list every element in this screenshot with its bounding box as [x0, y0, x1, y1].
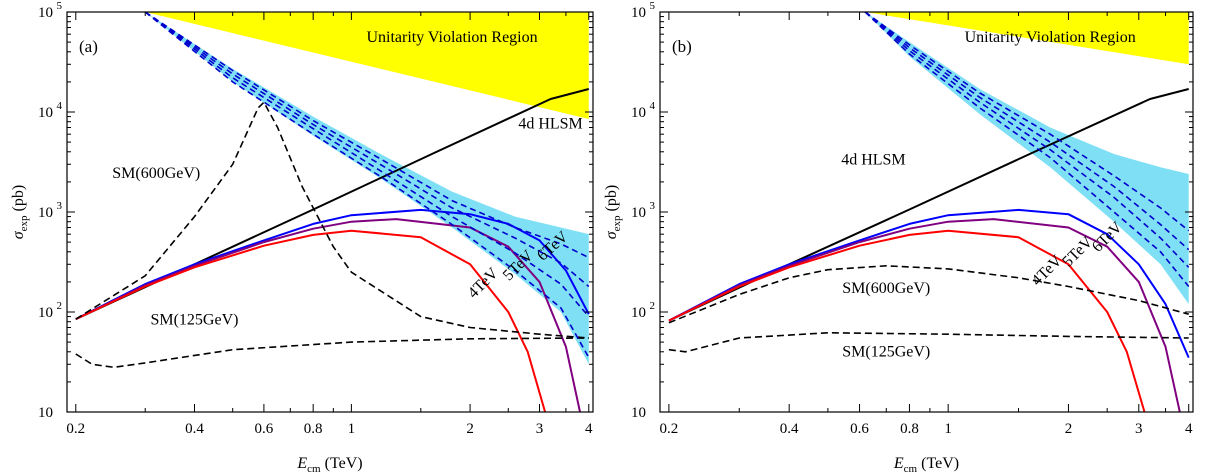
x-tick-label: 0.8 — [900, 421, 919, 437]
y-axis-label-subscript: exp — [611, 215, 623, 231]
series-band-7 — [864, 12, 1190, 251]
y-tick-exponent: 4 — [57, 100, 63, 112]
y-axis-label: σexp (pb) — [603, 185, 623, 239]
y-axis-label-subscript: exp — [18, 215, 30, 231]
y-tick-label: 10 — [38, 105, 53, 121]
x-tick-label: 0.4 — [185, 421, 204, 437]
y-tick-label: 10 — [631, 405, 646, 421]
x-axis-label-subscript: cm — [307, 463, 321, 475]
y-tick-label: 10 — [38, 205, 53, 221]
y-axis-label: σexp (pb) — [10, 185, 30, 239]
y-tick-label: 10 — [38, 405, 53, 421]
series-4tev — [668, 229, 1146, 412]
x-tick-label: 3 — [1135, 421, 1143, 437]
x-tick-label: 0.6 — [850, 421, 869, 437]
annotation-unitarity-violation-region: Unitarity Violation Region — [366, 29, 537, 46]
y-axis-label-unit: (pb) — [10, 185, 27, 216]
x-tick-label: 2 — [466, 421, 474, 437]
series-band-9 — [144, 12, 590, 358]
band-region — [145, 12, 589, 365]
panel-label: (a) — [79, 37, 98, 56]
y-tick-exponent: 3 — [57, 200, 63, 212]
series-band-6 — [144, 12, 590, 259]
x-tick-label: 1 — [944, 421, 952, 437]
x-tick-label: 0.4 — [780, 421, 799, 437]
series-sm-600gev — [668, 265, 1189, 324]
x-axis-label: Ecm (TeV) — [893, 455, 959, 475]
annotation-unitarity-violation-region: Unitarity Violation Region — [965, 29, 1136, 46]
series-6tev — [668, 208, 1190, 358]
annotation-sm-600gev: SM(600GeV) — [842, 280, 930, 297]
x-tick-label: 0.2 — [660, 421, 679, 437]
series-band-6 — [864, 12, 1190, 232]
series-band-7 — [144, 12, 590, 288]
x-tick-label: 0.2 — [66, 421, 85, 437]
y-tick-label: 10 — [38, 5, 53, 21]
y-axis-label-symbol: σ — [603, 230, 620, 239]
series-5tev — [75, 218, 581, 412]
x-axis-label-unit: (TeV) — [917, 455, 959, 472]
series-sm-125gev — [668, 332, 1189, 353]
series-sm-600gev — [75, 101, 589, 339]
y-tick-label: 10 — [631, 5, 646, 21]
series-band-8 — [864, 12, 1190, 268]
y-tick-label: 10 — [631, 205, 646, 221]
annotation-4d-hlsm: 4d HLSM — [518, 116, 582, 133]
x-axis-label-symbol: E — [893, 455, 904, 472]
series-band-9 — [864, 12, 1190, 288]
series-4tev — [75, 229, 547, 412]
y-tick-exponent: 5 — [650, 0, 656, 12]
panel-b: 0.2 0.4 0.6 0.8 1 2 3 4 10 10 2 10 3 10 4 10 5 Ecm (TeV) σ… — [603, 0, 1194, 475]
y-axis-label-symbol: σ — [10, 230, 27, 239]
x-axis-label-symbol: E — [296, 455, 307, 472]
annotation-4d-hlsm: 4d HLSM — [841, 151, 905, 168]
y-tick-exponent: 2 — [57, 300, 63, 312]
annotation-sm-125gev: SM(125GeV) — [842, 343, 930, 360]
y-tick-exponent: 5 — [57, 0, 63, 12]
x-tick-label: 3 — [536, 421, 544, 437]
unitarity-violation-region — [145, 12, 589, 235]
x-tick-label: 1 — [348, 421, 356, 437]
x-tick-label: 4 — [1185, 421, 1193, 437]
annotation-sm-600gev: SM(600GeV) — [112, 165, 200, 182]
plot-area — [75, 12, 590, 412]
plot-area — [668, 12, 1190, 412]
series-band-8 — [144, 12, 590, 318]
panel-a: 0.2 0.4 0.6 0.8 1 2 3 4 10 10 2 10 3 10 4 10 5 Ecm (TeV) σ… — [10, 0, 594, 475]
x-tick-label: 0.6 — [255, 421, 274, 437]
y-tick-exponent: 2 — [650, 300, 656, 312]
unitarity-violation-region — [865, 12, 1189, 174]
y-tick-label: 10 — [38, 305, 53, 321]
x-tick-label: 4 — [585, 421, 593, 437]
x-tick-label: 0.8 — [304, 421, 323, 437]
x-axis-label-unit: (TeV) — [321, 455, 363, 472]
series-sm-125gev — [75, 337, 589, 369]
x-axis-label: Ecm (TeV) — [296, 455, 362, 475]
y-tick-label: 10 — [631, 105, 646, 121]
y-tick-label: 10 — [631, 305, 646, 321]
series-5tev — [668, 218, 1181, 412]
series-6tev — [75, 208, 590, 320]
band-region — [865, 12, 1189, 305]
y-axis-label-unit: (pb) — [603, 185, 620, 216]
y-tick-exponent: 3 — [650, 200, 656, 212]
x-tick-label: 2 — [1065, 421, 1073, 437]
annotation-sm-125gev: SM(125GeV) — [150, 311, 238, 328]
panel-label: (b) — [672, 37, 692, 56]
y-tick-exponent: 4 — [650, 100, 656, 112]
x-axis-label-subscript: cm — [904, 463, 918, 475]
